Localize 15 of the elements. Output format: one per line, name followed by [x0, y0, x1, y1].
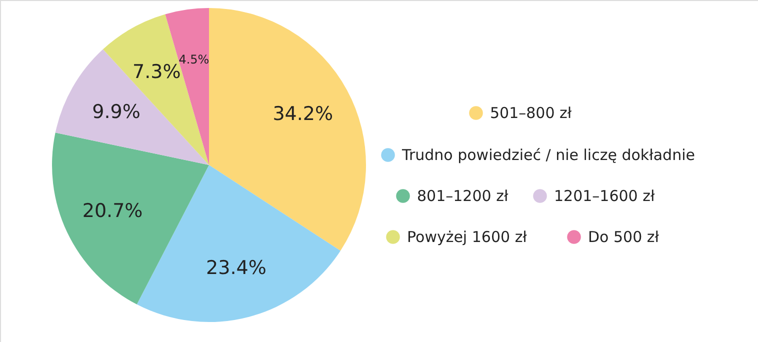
data-label: 4.5% [178, 52, 210, 66]
pie-slice [52, 132, 209, 304]
data-label: 20.7% [82, 200, 143, 222]
pie-slice [209, 8, 366, 251]
data-label: 23.4% [206, 257, 266, 280]
data-label: 34.2% [272, 103, 334, 126]
legend-label: 1201–1600 zł [554, 187, 656, 205]
data-label: 9.9% [92, 101, 140, 124]
legend-label: 801–1200 zł [417, 187, 509, 205]
legend-label: Powyżej 1600 zł [407, 228, 528, 246]
legend-label: 501–800 zł [490, 104, 572, 122]
legend-label: Trudno powiedzieć / nie liczę dokładnie [401, 146, 695, 164]
data-label: 7.3% [132, 60, 181, 83]
pie-slice [55, 49, 209, 165]
legend-label: Do 500 zł [588, 228, 660, 246]
